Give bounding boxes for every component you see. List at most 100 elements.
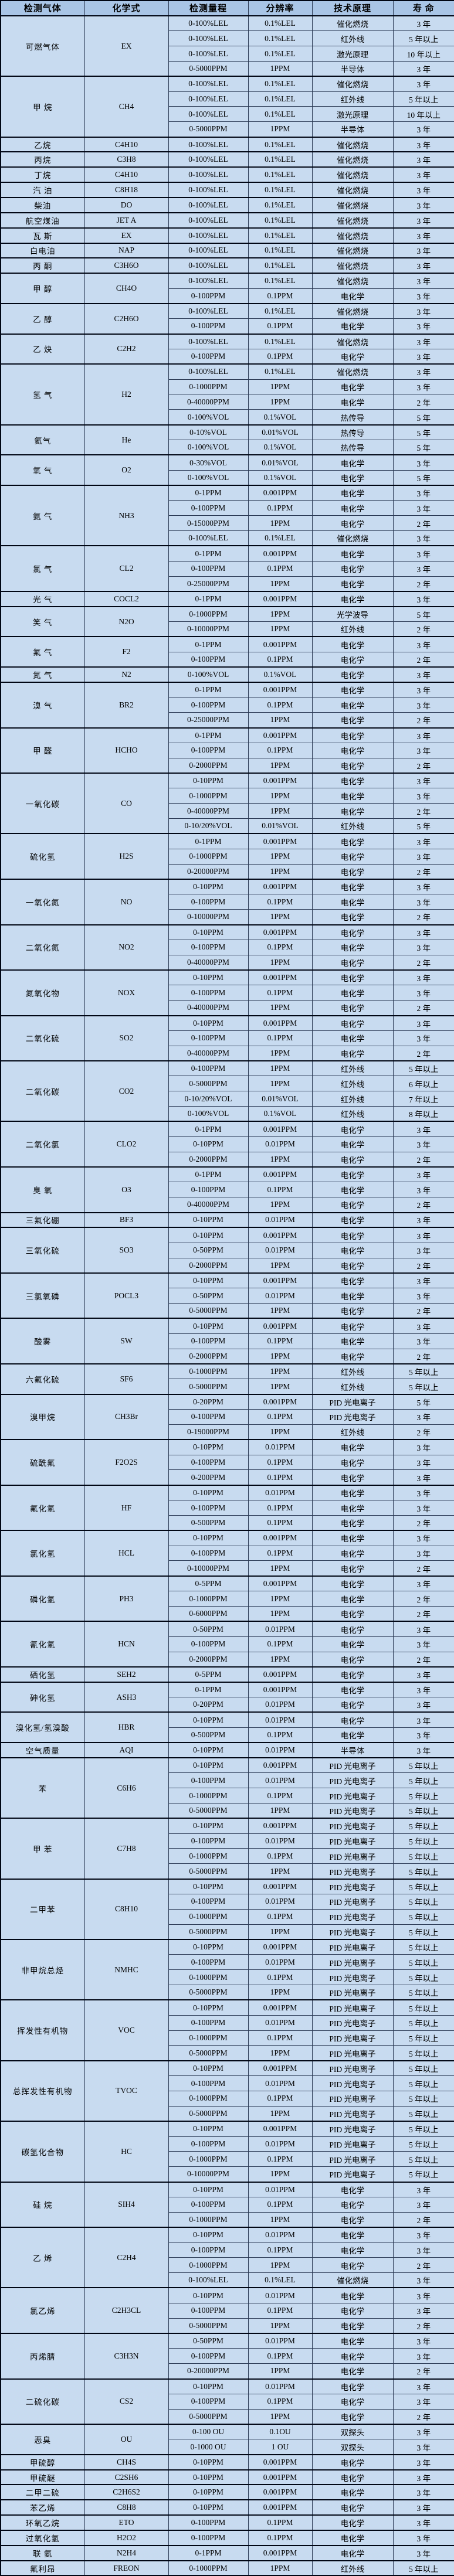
- resolution-cell: 0.001PPM: [248, 727, 313, 743]
- range-cell: 0-100PPM: [168, 2514, 249, 2531]
- range-cell: 0-100PPM: [168, 1545, 249, 1561]
- lifespan-cell: 2 年: [392, 1515, 454, 1531]
- table-row: 丙烷 C3H8 0-100%LEL 0.1%LEL 催化燃烧 3 年: [0, 151, 454, 168]
- table-row: 总挥发性有机物 TVOC 0-10PPM 0.001PPM PID 光电离子 5 年以上: [0, 2060, 454, 2122]
- formula-cell: C8H18: [84, 182, 169, 198]
- lifespan-cell: 2 年: [392, 2408, 454, 2425]
- table-header-row: 检测气体 化学式 检测量程 分辨率 技术原理寿 命: [0, 0, 454, 16]
- resolution-cell: 0.01PPM: [248, 1212, 313, 1228]
- table-row: 0-10000PPM 1PPM 红外线 2 年: [1, 621, 454, 637]
- table-row: 0-1000PPM 1PPM 电化学 3 年: [1, 379, 454, 395]
- range-cell: 0-1000PPM: [168, 2211, 249, 2228]
- resolution-cell: 1PPM: [248, 1076, 313, 1092]
- lifespan-cell: 3 年: [392, 212, 454, 229]
- range-cell: 0-100PPM: [168, 1894, 249, 1910]
- principle-cell: 电化学: [311, 727, 394, 743]
- gas-name-cell: 二氧化氮: [0, 924, 85, 971]
- formula-cell: C2H6O: [84, 302, 169, 335]
- table-row: 氯 气 CL2 0-1PPM 0.001PPM 电化学 3 年: [0, 545, 454, 592]
- table-row: 0-50PPM 0.01PPM 电化学 3 年: [1, 1288, 454, 1304]
- resolution-cell: 0.1PPM: [248, 2393, 313, 2410]
- gas-name-cell: 可燃气体: [0, 15, 85, 77]
- resolution-cell: 0.1PPM: [248, 1788, 313, 1803]
- principle-cell: 电化学: [311, 348, 394, 365]
- gas-name-cell: 氮氧化物: [0, 969, 85, 1016]
- principle-cell: 激光原理: [311, 46, 394, 62]
- formula-cell: C2H2: [84, 333, 169, 365]
- gas-name-cell: 挥发性有机物: [0, 1999, 85, 2061]
- principle-cell: 红外线: [311, 1106, 394, 1122]
- table-row: 甲 醇 CH4O 0-100%LEL 0.1%LEL 催化燃烧 3 年: [0, 273, 454, 304]
- lifespan-cell: 2 年: [392, 954, 454, 971]
- range-cell: 0-10000PPM: [168, 1560, 249, 1577]
- table-row: 0-1000PPM 1PPM 电化学 2 年: [1, 2257, 454, 2274]
- resolution-cell: 0.001PPM: [248, 878, 313, 895]
- resolution-cell: 0.001PPM: [248, 636, 313, 652]
- principle-cell: 电化学: [311, 2469, 394, 2485]
- range-cell: 0-40000PPM: [168, 1000, 249, 1016]
- formula-cell: HCL: [84, 1530, 169, 1577]
- lifespan-cell: 3 年: [392, 2332, 454, 2349]
- range-cell: 0-5000PPM: [168, 1076, 249, 1092]
- table-row: 0-100%VOL 0.1%VOL 红外线 8 年以上: [1, 1106, 454, 1122]
- resolution-cell: 0.001PPM: [248, 1681, 313, 1698]
- principle-cell: 电化学: [311, 545, 394, 562]
- resolution-cell: 0.01PPM: [248, 1742, 313, 1758]
- table-row: 乙烷 C4H10 0-100%LEL 0.1%LEL 催化燃烧 3 年: [0, 136, 454, 152]
- principle-cell: 电化学: [311, 878, 394, 895]
- principle-cell: 电化学: [311, 1333, 394, 1349]
- lifespan-cell: 3 年: [392, 1136, 454, 1152]
- table-row: 氮氧化物 NOX 0-10PPM 0.001PPM 电化学 3 年: [0, 969, 454, 1016]
- lifespan-cell: 3 年: [392, 1121, 454, 1137]
- header-resolution: 分辨率: [248, 0, 313, 16]
- resolution-cell: 1PPM: [248, 1560, 313, 1577]
- lifespan-cell: 3 年: [392, 2454, 454, 2470]
- resolution-cell: 0.001PPM: [248, 682, 313, 698]
- resolution-cell: 0.1PPM: [248, 288, 313, 304]
- resolution-cell: 0.01PPM: [248, 1954, 313, 1971]
- range-cell: 0-1000PPM: [168, 2151, 249, 2167]
- principle-cell: 电化学: [311, 833, 394, 849]
- resolution-cell: 0.1%VOL: [248, 666, 313, 683]
- range-cell: 0-100PPM: [168, 318, 249, 335]
- gas-name-cell: 乙 烯: [0, 2227, 85, 2288]
- formula-cell: C3H6O: [84, 257, 169, 274]
- table-row: 0-2000PPM 1PPM 电化学 2 年: [1, 1348, 454, 1364]
- formula-cell: N2: [84, 666, 169, 683]
- resolution-cell: 1PPM: [248, 757, 313, 774]
- lifespan-cell: 2 年: [392, 1303, 454, 1319]
- table-row: 0-10000PPM 1PPM 电化学 2 年: [1, 909, 454, 925]
- lifespan-cell: 2 年: [392, 1257, 454, 1274]
- table-row: 甲 苯 C7H8 0-10PPM 0.001PPM PID 光电离子 5 年以上: [0, 1818, 454, 1880]
- principle-cell: PID 光电离子: [311, 2166, 394, 2183]
- principle-cell: PID 光电离子: [311, 2121, 394, 2137]
- gas-name-cell: 三氟化硼: [0, 1212, 85, 1228]
- range-cell: 0-100PPM: [168, 2196, 249, 2213]
- principle-cell: 电化学: [311, 1272, 394, 1289]
- principle-cell: 催化燃烧: [311, 197, 394, 213]
- resolution-cell: 0.01%VOL: [248, 818, 313, 834]
- principle-cell: 电化学: [311, 2302, 394, 2319]
- resolution-cell: 0.1PPM: [248, 2529, 313, 2546]
- formula-cell: HC: [84, 2121, 169, 2183]
- lifespan-cell: 3 年: [392, 1182, 454, 1198]
- principle-cell: 电化学: [311, 1242, 394, 1258]
- resolution-cell: 0.1PPM: [248, 2090, 313, 2107]
- resolution-cell: 0.1%LEL: [248, 91, 313, 107]
- principle-cell: 电化学: [311, 1303, 394, 1319]
- formula-cell: BF3: [84, 1212, 169, 1228]
- gas-name-cell: 氯 气: [0, 545, 85, 592]
- lifespan-cell: 2 年: [392, 803, 454, 819]
- header-principle: 技术原理: [311, 0, 394, 16]
- lifespan-cell: 2 年: [392, 1424, 454, 1440]
- formula-cell: CH4: [84, 76, 169, 138]
- principle-cell: 电化学: [311, 2287, 394, 2303]
- lifespan-cell: 3 年: [392, 1288, 454, 1304]
- range-cell: 0-10PPM: [168, 1818, 249, 1834]
- lifespan-cell: 2 年: [392, 1000, 454, 1016]
- lifespan-cell: 3 年: [392, 500, 454, 516]
- resolution-cell: 0.01%VOL: [248, 454, 313, 471]
- resolution-cell: 1PPM: [248, 1151, 313, 1168]
- lifespan-cell: 5 年以上: [392, 1878, 454, 1895]
- gas-name-cell: 乙 炔: [0, 333, 85, 365]
